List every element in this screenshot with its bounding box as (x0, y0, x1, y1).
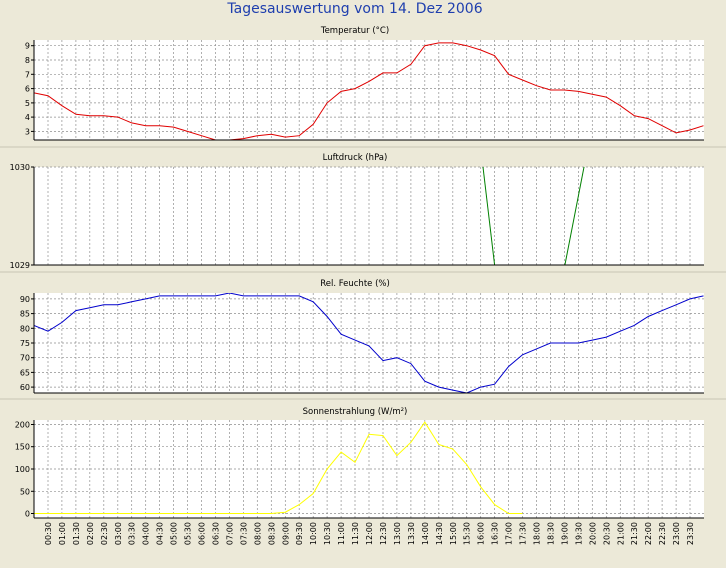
y-tick-label: 3 (25, 127, 30, 136)
x-tick-label: 12:30 (379, 522, 388, 545)
y-tick-label: 8 (25, 56, 30, 65)
y-tick-label: 65 (20, 368, 30, 377)
x-tick-label: 04:30 (156, 522, 165, 545)
y-tick-label: 60 (20, 383, 30, 392)
x-tick-label: 08:00 (253, 522, 262, 545)
x-tick-label: 00:30 (44, 522, 53, 545)
x-tick-label: 20:00 (588, 522, 597, 545)
x-tick-label: 04:00 (142, 522, 151, 545)
x-tick-label: 01:00 (58, 522, 67, 545)
x-tick-label: 21:00 (616, 522, 625, 545)
y-tick-label: 75 (20, 339, 30, 348)
x-tick-label: 02:00 (86, 522, 95, 545)
x-tick-label: 11:00 (337, 522, 346, 545)
x-tick-label: 17:30 (519, 522, 528, 545)
x-tick-label: 14:30 (435, 522, 444, 545)
x-tick-label: 16:00 (477, 522, 486, 545)
x-tick-label: 06:30 (212, 522, 221, 545)
x-tick-label: 18:30 (547, 522, 556, 545)
x-tick-label: 21:30 (630, 522, 639, 545)
panel-title: Temperatur (°C) (320, 26, 389, 36)
x-tick-label: 23:00 (672, 522, 681, 545)
x-tick-label: 05:00 (170, 522, 179, 545)
x-tick-label: 10:30 (323, 522, 332, 545)
y-tick-label: 70 (20, 354, 30, 363)
y-tick-label: 0 (25, 510, 30, 519)
x-tick-label: 19:00 (560, 522, 569, 545)
x-tick-label: 07:30 (239, 522, 248, 545)
x-tick-label: 11:30 (351, 522, 360, 545)
panel-title: Rel. Feuchte (%) (320, 279, 390, 289)
data-series-line (34, 293, 704, 393)
y-tick-label: 85 (20, 310, 30, 319)
x-tick-label: 09:30 (295, 522, 304, 545)
y-tick-label: 80 (20, 324, 30, 333)
x-tick-label: 09:00 (281, 522, 290, 545)
data-series-line (34, 42, 704, 140)
y-tick-label: 9 (25, 42, 30, 51)
x-tick-label: 03:30 (128, 522, 137, 545)
y-tick-label: 90 (20, 295, 30, 304)
x-tick-label: 18:00 (533, 522, 542, 545)
x-tick-label: 12:00 (365, 522, 374, 545)
x-tick-label: 08:30 (267, 522, 276, 545)
x-tick-label: 02:30 (100, 522, 109, 545)
data-series-line (564, 167, 585, 265)
panel-title: Luftdruck (hPa) (323, 153, 388, 163)
x-tick-label: 20:30 (602, 522, 611, 545)
y-tick-label: 4 (25, 113, 30, 122)
x-tick-label: 13:30 (407, 522, 416, 545)
x-tick-label: 16:30 (491, 522, 500, 545)
x-tick-label: 05:30 (184, 522, 193, 545)
x-tick-label: 14:00 (421, 522, 430, 545)
data-series-line (482, 167, 496, 265)
x-tick-label: 13:00 (393, 522, 402, 545)
x-tick-label: 22:00 (644, 522, 653, 545)
x-tick-label: 01:30 (72, 522, 81, 545)
page-title: Tagesauswertung vom 14. Dez 2006 (226, 1, 482, 17)
x-tick-label: 19:30 (574, 522, 583, 545)
y-tick-label: 50 (20, 487, 30, 496)
x-tick-label: 15:00 (449, 522, 458, 545)
x-tick-label: 15:30 (463, 522, 472, 545)
y-tick-label: 1029 (10, 261, 30, 270)
x-tick-label: 17:00 (505, 522, 514, 545)
x-tick-label: 22:30 (658, 522, 667, 545)
y-tick-label: 7 (25, 70, 30, 79)
y-tick-label: 1030 (10, 163, 30, 172)
y-tick-label: 200 (15, 421, 30, 430)
data-series-line (34, 421, 523, 514)
x-tick-label: 06:00 (198, 522, 207, 545)
y-tick-label: 6 (25, 85, 30, 94)
panel-title: Sonnenstrahlung (W/m²) (303, 407, 408, 417)
x-tick-label: 07:00 (225, 522, 234, 545)
y-tick-label: 150 (15, 443, 30, 452)
x-tick-label: 03:00 (114, 522, 123, 545)
y-tick-label: 100 (15, 465, 30, 474)
x-tick-label: 10:00 (309, 522, 318, 545)
x-tick-label: 23:30 (686, 522, 695, 545)
y-tick-label: 5 (25, 99, 30, 108)
